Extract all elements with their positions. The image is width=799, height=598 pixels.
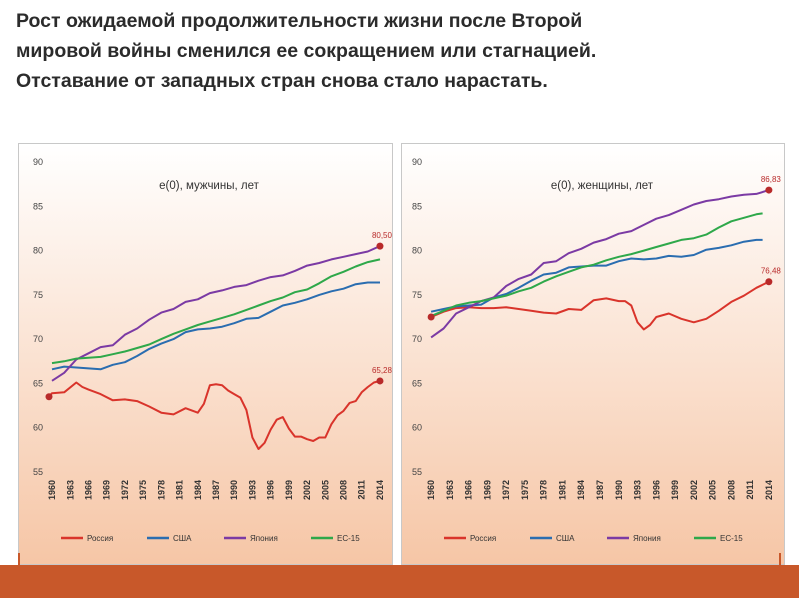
series-line-russia: [430, 280, 770, 331]
series-line-usa: [430, 238, 763, 313]
legend-label: Россия: [87, 534, 113, 543]
y-tick-label: 80: [412, 246, 422, 256]
x-tick-label: 1969: [482, 480, 492, 500]
x-tick-label: 1984: [576, 480, 586, 500]
legend-label: Россия: [470, 534, 496, 543]
chart-panel-men: 55 60 65 70 75 80 85 90 1960 1963 1966 1969 1972 1975…: [18, 143, 393, 565]
x-tick-label: 1984: [193, 480, 203, 500]
x-tick-label: 1981: [175, 480, 185, 500]
y-tick-label: 70: [33, 334, 43, 344]
x-tick-label: 2005: [320, 480, 330, 500]
accent-bar-tick-left: [18, 553, 20, 565]
legend-label: Япония: [633, 534, 661, 543]
x-tick-label: 2002: [302, 480, 312, 500]
x-tick-label: 1993: [633, 480, 643, 500]
y-tick-label: 90: [412, 157, 422, 167]
value-annotation: 80,50: [372, 231, 392, 240]
chart-men-svg: 55 60 65 70 75 80 85 90 1960 1963 1966 1969 1972 1975…: [19, 144, 392, 564]
endpoint-marker: [427, 313, 435, 321]
heading-line-2: мировой войны сменился ее сокращением ил…: [16, 40, 597, 62]
x-tick-label: 2011: [357, 480, 367, 500]
chart-title: e(0), мужчины, лет: [159, 180, 259, 192]
x-tick-label: 1960: [426, 480, 436, 500]
x-tick-label: 1972: [120, 480, 130, 500]
y-tick-label: 75: [33, 290, 43, 300]
series-line-japan: [51, 245, 381, 382]
chart-title: e(0), женщины, лет: [551, 180, 654, 192]
y-tick-label: 80: [33, 246, 43, 256]
accent-bottom-bar: [0, 565, 799, 598]
y-tick-label: 55: [412, 467, 422, 477]
chart-panel-women: 55 60 65 70 75 80 85 90 1960 1963 1966 1969 1972 1975…: [401, 143, 785, 565]
x-tick-label: 2002: [689, 480, 699, 500]
x-tick-label: 2014: [375, 480, 385, 500]
x-tick-label: 2005: [708, 480, 718, 500]
x-tick-label: 2008: [339, 480, 349, 500]
y-tick-label: 55: [33, 467, 43, 477]
accent-bar-tick-right: [779, 553, 781, 565]
value-annotation: 76,48: [761, 267, 782, 276]
series-line-russia: [48, 379, 381, 450]
heading-line-3: Отставание от западных стран снова стало…: [16, 70, 548, 92]
value-annotation: 86,83: [761, 175, 782, 184]
legend-label: Япония: [250, 534, 278, 543]
y-tick-label: 90: [33, 157, 43, 167]
x-tick-label: 1990: [614, 480, 624, 500]
x-tick-label: 1978: [156, 480, 166, 500]
endpoint-marker: [376, 242, 384, 250]
x-tick-label: 2011: [745, 480, 755, 500]
x-tick-label: 1960: [47, 480, 57, 500]
endpoint-marker: [45, 393, 53, 401]
y-tick-label: 60: [33, 423, 43, 433]
legend-label: ЕС-15: [720, 534, 743, 543]
y-tick-label: 85: [412, 201, 422, 211]
x-tick-label: 1978: [539, 480, 549, 500]
chart-background: [402, 144, 784, 564]
x-tick-label: 1969: [102, 480, 112, 500]
endpoint-marker: [765, 186, 773, 194]
x-tick-label: 1999: [670, 480, 680, 500]
x-tick-label: 1981: [557, 480, 567, 500]
x-tick-label: 1996: [651, 480, 661, 500]
x-tick-label: 1966: [83, 480, 93, 500]
slide-heading: Рост ожидаемой продолжительности жизни п…: [16, 6, 791, 96]
endpoint-marker: [376, 377, 384, 385]
heading-line-1: Рост ожидаемой продолжительности жизни п…: [16, 10, 583, 32]
series-line-eu15: [51, 258, 381, 365]
y-tick-label: 65: [412, 378, 422, 388]
x-tick-label: 1963: [445, 480, 455, 500]
x-tick-label: 1990: [229, 480, 239, 500]
y-tick-label: 60: [412, 423, 422, 433]
series-line-usa: [51, 281, 380, 371]
x-tick-label: 1975: [138, 480, 148, 500]
y-tick-label: 70: [412, 334, 422, 344]
y-tick-label: 85: [33, 201, 43, 211]
x-tick-label: 1975: [520, 480, 530, 500]
value-annotation: 65,28: [372, 366, 392, 375]
legend-label: США: [556, 534, 575, 543]
x-tick-label: 2008: [726, 480, 736, 500]
series-line-eu15: [430, 212, 763, 318]
x-tick-label: 1972: [501, 480, 511, 500]
y-tick-label: 75: [412, 290, 422, 300]
x-tick-label: 1987: [595, 480, 605, 500]
x-tick-label: 2014: [764, 480, 774, 500]
y-tick-label: 65: [33, 378, 43, 388]
x-tick-label: 1996: [266, 480, 276, 500]
chart-women-svg: 55 60 65 70 75 80 85 90 1960 1963 1966 1969 1972 1975…: [402, 144, 784, 564]
x-tick-label: 1966: [464, 480, 474, 500]
legend-label: ЕС-15: [337, 534, 360, 543]
chart-background: [19, 144, 392, 564]
endpoint-marker: [765, 278, 773, 286]
x-tick-label: 1987: [211, 480, 221, 500]
legend-label: США: [173, 534, 192, 543]
x-tick-label: 1963: [65, 480, 75, 500]
x-tick-label: 1993: [247, 480, 257, 500]
x-tick-label: 1999: [284, 480, 294, 500]
